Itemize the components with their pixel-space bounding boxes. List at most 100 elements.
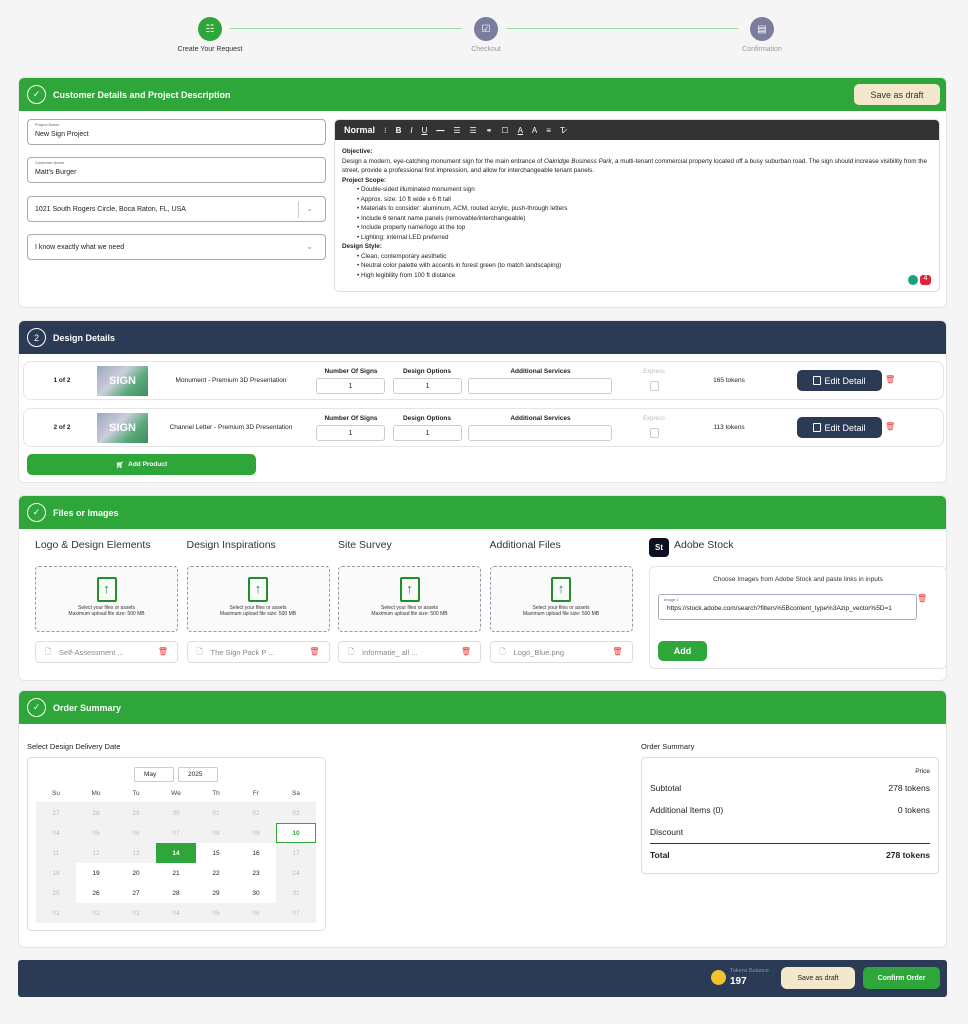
- format-select[interactable]: Normal: [344, 125, 376, 135]
- trash-icon[interactable]: 🗑︎: [309, 647, 320, 656]
- lightbulb-icon[interactable]: [908, 275, 918, 285]
- calendar-day[interactable]: 15: [196, 843, 236, 863]
- project-description-editor[interactable]: Normal ⁝ B I U — ☰ ☰ ⚭ ☐ A A ≡ T̷ Objective: Desi…: [334, 119, 940, 292]
- additional-services-input[interactable]: [468, 425, 612, 441]
- link-icon[interactable]: ⚭: [485, 125, 493, 135]
- calendar-day: 07: [276, 903, 316, 923]
- file-drop-zone[interactable]: ↑ Select your files or assets Maximum uplo…: [338, 566, 481, 632]
- file-name: Logo_Blue.png: [513, 647, 564, 657]
- additional-services-input[interactable]: [468, 378, 612, 394]
- field-value: https://stock.adobe.com/search?filters%5…: [667, 605, 892, 612]
- address-select[interactable]: 1021 South Rogers Circle, Boca Raton, FL…: [27, 196, 326, 222]
- ordered-list-icon[interactable]: ☰: [453, 125, 461, 135]
- calendar-day[interactable]: 22: [196, 863, 236, 883]
- product-row: 2 of 2 SIGN Channel Letter - Premium 3D …: [23, 408, 944, 447]
- section-title: Customer Details and Project Description: [53, 89, 231, 100]
- total-label: Total: [650, 850, 670, 860]
- calendar-day: 07: [156, 823, 196, 843]
- uploaded-file[interactable]: 🗋︎ Informatie_ all ... 🗑︎: [338, 641, 481, 663]
- trash-icon[interactable]: 🗑︎: [612, 647, 623, 656]
- edit-detail-button[interactable]: Edit Detail: [797, 417, 882, 438]
- calendar-day[interactable]: 16: [236, 843, 276, 863]
- trash-icon[interactable]: 🗑︎: [157, 647, 168, 656]
- text-color-icon[interactable]: A: [517, 125, 523, 135]
- calendar-day: 01: [196, 803, 236, 823]
- weekday-header: Sa: [276, 790, 316, 803]
- calendar-day[interactable]: 20: [116, 863, 156, 883]
- edit-detail-button[interactable]: Edit Detail: [797, 370, 882, 391]
- calendar-day[interactable]: 19: [76, 863, 116, 883]
- list-item: Clean, contemporary aesthetic: [342, 252, 932, 262]
- bullet-list-icon[interactable]: ☰: [469, 125, 477, 135]
- adobe-stock-logo: St: [649, 538, 669, 557]
- save-draft-button[interactable]: Save as draft: [854, 84, 940, 105]
- file-drop-zone[interactable]: ↑ Select your files or assets Maximum uplo…: [489, 566, 633, 632]
- section-header: ✓ Files or Images: [19, 496, 946, 529]
- number-of-signs-input[interactable]: 1: [316, 425, 385, 441]
- field-label: Project Name: [35, 122, 60, 127]
- month-select[interactable]: May: [134, 767, 174, 782]
- underline-icon[interactable]: U: [421, 125, 428, 135]
- additional-value: 0 tokens: [897, 805, 930, 815]
- express-label: Express: [643, 416, 665, 422]
- highlight-icon[interactable]: A: [531, 125, 538, 135]
- editor-content[interactable]: Objective: Design a modern, eye-catching…: [335, 140, 939, 287]
- footer-save-draft-button[interactable]: Save as draft: [781, 967, 855, 989]
- confirm-order-button[interactable]: Confirm Order: [863, 967, 940, 989]
- calendar-day: 03: [276, 803, 316, 823]
- calendar-day[interactable]: 23: [236, 863, 276, 883]
- file-drop-zone[interactable]: ↑ Select your files or assets Maximum uplo…: [186, 566, 330, 632]
- align-icon[interactable]: ≡: [546, 125, 551, 135]
- strike-icon[interactable]: —: [436, 125, 445, 135]
- calendar-day[interactable]: 10: [276, 823, 316, 843]
- section-header: ✓ Order Summary: [19, 691, 946, 724]
- step-checkout[interactable]: ☑: [474, 17, 498, 41]
- add-link-button[interactable]: Add: [658, 641, 707, 661]
- express-checkbox[interactable]: [650, 428, 659, 438]
- calendar-day: 24: [276, 863, 316, 883]
- checkbox-icon: [813, 423, 822, 432]
- bold-icon[interactable]: B: [395, 125, 402, 135]
- uploaded-file[interactable]: 🗋︎ Logo_Blue.png 🗑︎: [489, 641, 633, 663]
- express-checkbox[interactable]: [650, 381, 659, 391]
- design-options-input[interactable]: 1: [393, 425, 462, 441]
- file-drop-zone[interactable]: ↑ Select your files or assets Maximum uplo…: [35, 566, 178, 632]
- uploaded-file[interactable]: 🗋︎ Self-Assessment ... 🗑︎: [35, 641, 178, 663]
- italic-icon[interactable]: I: [410, 125, 413, 135]
- calendar-day[interactable]: 26: [76, 883, 116, 903]
- options-label: Design Options: [402, 415, 452, 422]
- step-connector: [230, 28, 462, 29]
- trash-icon[interactable]: 🗑︎: [917, 594, 928, 603]
- number-of-signs-input[interactable]: 1: [316, 378, 385, 394]
- design-options-input[interactable]: 1: [393, 378, 462, 394]
- step-confirmation[interactable]: ▤: [750, 17, 774, 41]
- calendar-day[interactable]: 14: [156, 843, 196, 863]
- calendar-day[interactable]: 21: [156, 863, 196, 883]
- checklist-icon: ☑: [481, 23, 491, 35]
- thumbnail-text: SIGN: [109, 375, 136, 387]
- need-select[interactable]: I know exactly what we need ⌄: [27, 234, 326, 260]
- project-name-field[interactable]: Project Name New Sign Project: [27, 119, 326, 145]
- clear-format-icon[interactable]: T̷: [559, 125, 565, 135]
- add-product-button[interactable]: 🛒︎ Add Product: [27, 454, 256, 475]
- image-icon[interactable]: ☐: [501, 125, 509, 135]
- step-connector: [506, 28, 738, 29]
- adobe-stock-title: Adobe Stock: [674, 539, 734, 551]
- uploaded-file[interactable]: 🗋︎ The Sign Pack P ... 🗑︎: [186, 641, 330, 663]
- chevron-icon[interactable]: ⁝: [384, 125, 387, 135]
- year-select[interactable]: 2025: [178, 767, 218, 782]
- step-create-request[interactable]: ☷: [198, 17, 222, 41]
- customer-name-field[interactable]: Customer Name Matt's Burger: [27, 157, 326, 183]
- trash-icon[interactable]: 🗑︎: [460, 647, 471, 656]
- trash-icon[interactable]: 🗑︎: [885, 422, 896, 431]
- issue-count-badge[interactable]: 4: [920, 275, 931, 285]
- grammar-badges[interactable]: 4: [908, 275, 931, 285]
- list-item: High legibility from 100 ft distance: [342, 271, 932, 281]
- calendar-day[interactable]: 27: [116, 883, 156, 903]
- drop-limit: Maximum upload file size: 500 MB: [522, 611, 600, 617]
- calendar-day[interactable]: 30: [236, 883, 276, 903]
- calendar-day[interactable]: 28: [156, 883, 196, 903]
- calendar-day[interactable]: 29: [196, 883, 236, 903]
- adobe-link-input[interactable]: Image 1 https://stock.adobe.com/search?f…: [658, 594, 917, 620]
- trash-icon[interactable]: 🗑︎: [885, 375, 896, 384]
